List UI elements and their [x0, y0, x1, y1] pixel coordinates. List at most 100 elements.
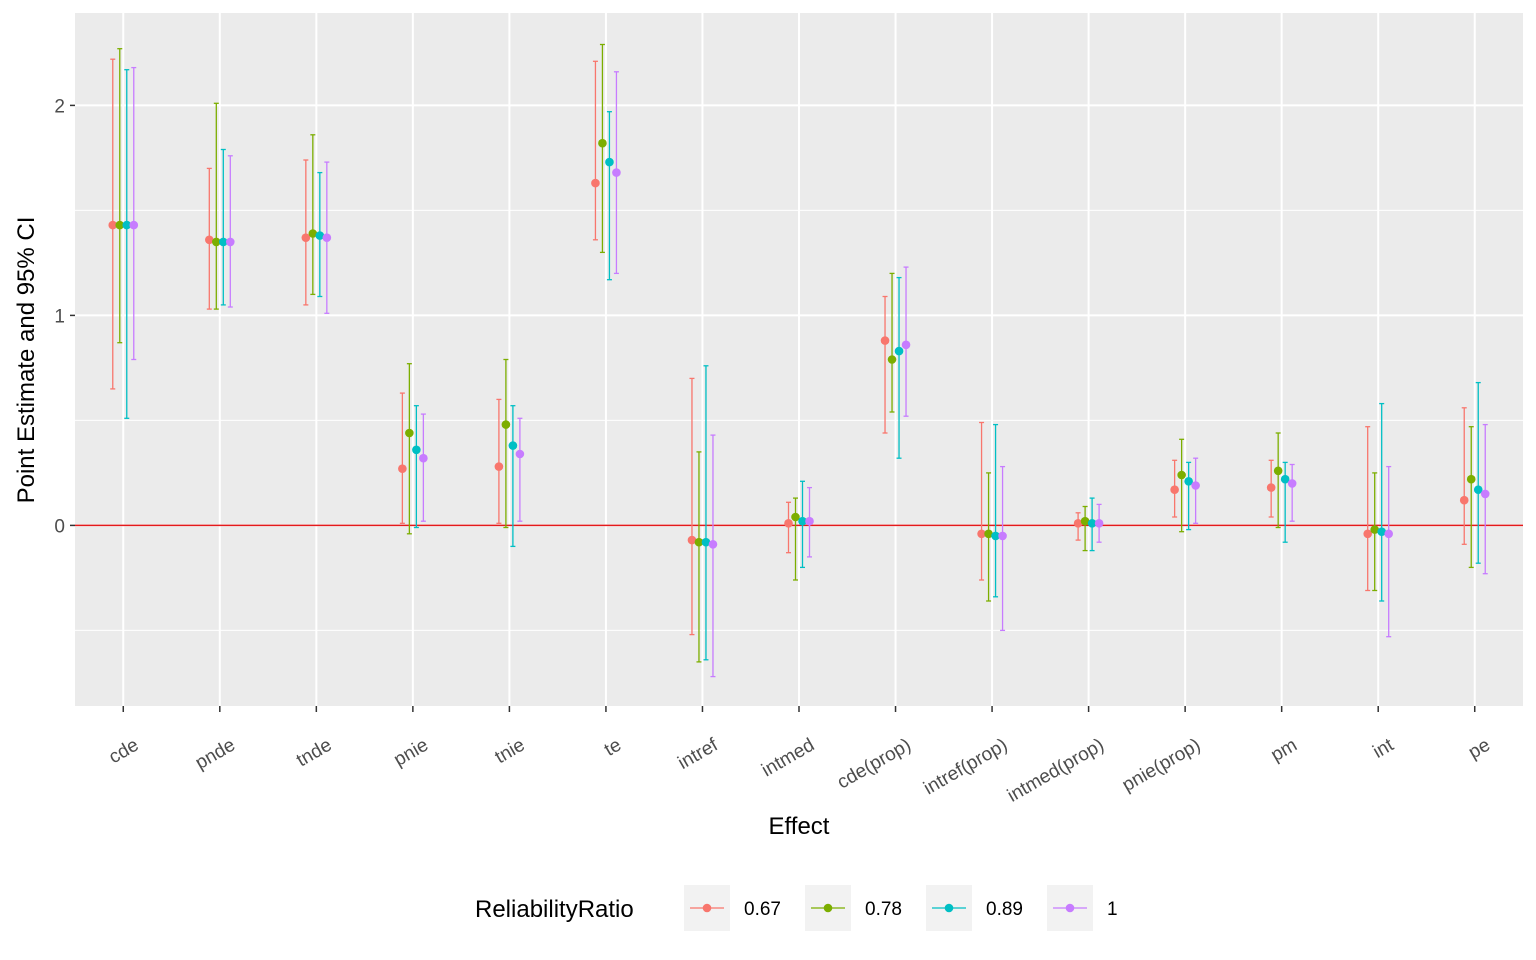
- point-estimate: [1377, 527, 1386, 536]
- point-estimate: [515, 449, 525, 459]
- point-estimate: [612, 168, 621, 177]
- legend-label: 0.89: [986, 899, 1023, 920]
- point-estimate: [501, 420, 511, 429]
- point-estimate: [798, 516, 807, 526]
- x-tick-label: pnde: [192, 735, 239, 774]
- legend-item-0.89: 0.89: [926, 885, 1023, 931]
- x-tick-label: pnie(prop): [1119, 735, 1205, 796]
- point-estimate: [1280, 474, 1290, 484]
- point-estimate: [694, 537, 704, 547]
- point-estimate: [1384, 529, 1393, 539]
- point-estimate: [880, 336, 890, 345]
- legend-key-point: [944, 903, 954, 913]
- point-estimate: [398, 464, 407, 474]
- point-estimate: [1473, 485, 1483, 495]
- legend-label: 0.78: [865, 899, 902, 920]
- point-estimate: [1094, 519, 1104, 528]
- series-group: [108, 43, 1490, 678]
- x-tick-label: cde(prop): [834, 735, 915, 794]
- legend-item-1: 1: [1047, 885, 1118, 931]
- point-estimate: [1370, 525, 1379, 534]
- point-estimate: [1480, 489, 1490, 499]
- legend-label: 0.67: [744, 899, 781, 920]
- x-tick-label: tnde: [293, 735, 336, 772]
- point-estimate: [805, 516, 814, 526]
- point-estimate: [998, 531, 1007, 541]
- point-estimate: [991, 531, 1000, 541]
- point-estimate: [894, 346, 904, 356]
- point-estimate: [791, 512, 800, 522]
- x-tick-label: te: [601, 735, 625, 761]
- point-estimate: [1184, 477, 1193, 486]
- series-0.67: [108, 58, 1469, 636]
- x-tick-label: pnie: [390, 735, 432, 771]
- point-estimate: [701, 537, 711, 547]
- legend-title: ReliabilityRatio: [475, 896, 634, 923]
- point-estimate: [115, 220, 125, 230]
- point-estimate: [1080, 516, 1090, 526]
- legend-key-point: [823, 903, 833, 913]
- x-tick-label: intmed(prop): [1004, 735, 1108, 807]
- legend-key-point: [1065, 903, 1075, 913]
- point-estimate: [122, 220, 132, 230]
- point-estimate: [1177, 470, 1186, 480]
- point-estimate: [129, 220, 139, 230]
- x-tick-label: pm: [1267, 735, 1300, 766]
- point-estimate: [412, 445, 421, 455]
- point-estimate: [1073, 519, 1083, 528]
- legend-label: 1: [1107, 899, 1118, 920]
- x-tick-label: intref(prop): [920, 735, 1011, 800]
- point-estimate: [1191, 481, 1200, 490]
- point-estimate: [598, 138, 607, 148]
- point-estimate: [219, 237, 228, 247]
- series-1: [129, 66, 1490, 678]
- point-estimate: [1459, 495, 1469, 505]
- point-estimate: [1287, 479, 1297, 488]
- point-estimate: [315, 231, 325, 240]
- point-estimate: [405, 428, 414, 438]
- x-tick-label: intref: [675, 734, 723, 774]
- point-estimate: [984, 529, 993, 539]
- legend: ReliabilityRatio 0.67 0.78 0.89 1: [475, 885, 1118, 931]
- x-tick-label: tnie: [492, 735, 529, 769]
- point-estimate: [108, 220, 118, 230]
- point-estimate: [205, 235, 214, 245]
- point-estimate: [1170, 485, 1179, 495]
- y-tick-label: 2: [54, 96, 65, 117]
- point-estimate: [212, 237, 221, 247]
- point-estimate: [322, 233, 332, 242]
- series-0.78: [115, 43, 1476, 663]
- x-tick-label: intmed: [758, 735, 818, 782]
- point-estimate: [977, 529, 986, 539]
- legend-key-point: [702, 903, 712, 913]
- y-tick-label: 0: [54, 516, 65, 537]
- x-tick-label: cde: [105, 735, 142, 769]
- point-estimate: [1466, 474, 1476, 484]
- series-0.89: [122, 69, 1483, 661]
- x-tick-label: pe: [1465, 735, 1494, 764]
- point-estimate: [494, 462, 504, 471]
- point-estimate: [708, 540, 718, 549]
- point-estimate: [687, 535, 697, 545]
- legend-item-0.78: 0.78: [805, 885, 902, 931]
- point-estimate: [308, 229, 318, 238]
- legend-item-0.67: 0.67: [684, 885, 781, 931]
- point-estimate: [901, 340, 911, 350]
- point-estimate: [887, 355, 897, 364]
- point-estimate: [508, 441, 518, 450]
- point-estimate: [605, 157, 614, 167]
- y-tick-label: 1: [54, 306, 65, 327]
- y-axis-title: Point Estimate and 95% CI: [13, 217, 40, 504]
- point-estimate: [226, 237, 235, 247]
- point-estimate: [1087, 519, 1097, 528]
- x-axis-title: Effect: [769, 813, 830, 840]
- point-estimate: [784, 519, 793, 528]
- x-tick-label: int: [1369, 734, 1398, 763]
- point-estimate: [419, 453, 428, 463]
- point-estimate: [1266, 483, 1276, 492]
- point-estimate: [1363, 529, 1372, 539]
- point-estimate: [1273, 466, 1283, 476]
- point-estimate: [301, 233, 311, 242]
- point-estimate: [591, 178, 600, 188]
